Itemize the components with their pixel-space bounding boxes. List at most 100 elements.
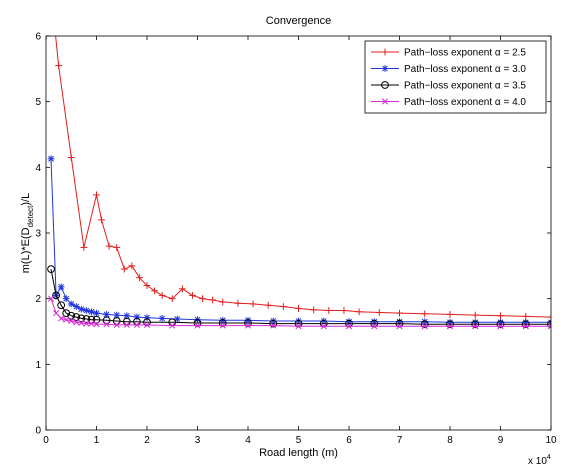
marker-circle bbox=[52, 291, 60, 300]
marker-star-d2 bbox=[78, 306, 85, 313]
marker-x-b bbox=[123, 321, 130, 329]
marker-circle bbox=[218, 319, 227, 327]
marker-star-d2 bbox=[382, 65, 388, 72]
marker-star-d2 bbox=[219, 317, 226, 324]
marker-x-b bbox=[396, 323, 403, 330]
marker-circle bbox=[319, 319, 328, 328]
marker-circle bbox=[82, 315, 91, 323]
marker-x-b bbox=[446, 323, 454, 330]
marker-x-b bbox=[47, 295, 55, 302]
marker-star-d2 bbox=[295, 318, 302, 324]
marker-x-b bbox=[320, 323, 327, 330]
marker-x-b bbox=[73, 319, 80, 326]
x-tick-label: 7 bbox=[397, 435, 403, 446]
y-label-subscript: detect bbox=[26, 205, 35, 228]
marker-x-b bbox=[169, 322, 176, 329]
y-tick-label: 5 bbox=[35, 97, 41, 108]
marker-x-a bbox=[547, 323, 551, 327]
marker-x-b bbox=[381, 98, 389, 105]
marker-x-b bbox=[103, 321, 110, 328]
y-tick-label: 6 bbox=[35, 32, 41, 43]
marker-x-b bbox=[219, 322, 226, 329]
marker-x-b bbox=[53, 310, 60, 317]
x-tick-label: 5 bbox=[296, 435, 302, 446]
series-4 bbox=[47, 295, 551, 330]
series-layer bbox=[47, 36, 551, 330]
marker-circle bbox=[521, 320, 530, 329]
marker-circle bbox=[143, 318, 151, 327]
marker-star-d2 bbox=[320, 318, 327, 324]
x-tick-label: 4 bbox=[245, 435, 251, 446]
x-tick-label: 0 bbox=[43, 435, 49, 446]
marker-x-b bbox=[93, 321, 100, 328]
series-line bbox=[50, 269, 551, 325]
legend-item: Path−loss exponent α = 3.0 bbox=[371, 64, 526, 75]
marker-circle bbox=[345, 319, 353, 328]
marker-circle bbox=[57, 301, 66, 310]
marker-star-d2 bbox=[58, 283, 65, 290]
marker-x-b bbox=[371, 323, 378, 330]
marker-circle bbox=[370, 319, 379, 328]
y-tick-label: 1 bbox=[35, 360, 41, 371]
marker-star-d2 bbox=[83, 307, 90, 314]
marker-x-b bbox=[194, 322, 201, 329]
marker-circle bbox=[294, 319, 303, 328]
marker-circle bbox=[420, 320, 429, 329]
marker-x-b bbox=[58, 315, 65, 322]
chart-title: Convergence bbox=[266, 15, 331, 27]
marker-x-b bbox=[143, 321, 151, 329]
marker-circle bbox=[496, 320, 505, 329]
marker-circle bbox=[471, 320, 480, 329]
series-1 bbox=[55, 36, 551, 321]
marker-circle bbox=[244, 319, 252, 327]
y-label-tail: )/L bbox=[20, 193, 32, 206]
x-tick-label: 2 bbox=[144, 435, 150, 446]
x-axis-label: Road length (m) bbox=[259, 447, 338, 459]
marker-x-b bbox=[270, 322, 277, 329]
marker-x-b bbox=[522, 323, 529, 330]
marker-x-b bbox=[295, 323, 302, 330]
marker-x-b bbox=[83, 320, 90, 327]
marker-star-d2 bbox=[63, 295, 70, 302]
marker-x-b bbox=[547, 325, 551, 330]
ticks-layer: 0 1 2 3 4 5 6 7 8 9 10 0 1 2 3 4 5 6 bbox=[35, 32, 557, 447]
x-tick-label: 8 bbox=[447, 435, 453, 446]
marker-x-b bbox=[63, 316, 70, 323]
marker-circle bbox=[67, 311, 76, 320]
marker-circle bbox=[72, 313, 81, 321]
marker-x-b bbox=[497, 323, 504, 330]
marker-star-d2 bbox=[88, 308, 95, 315]
marker-x-b bbox=[133, 321, 140, 329]
x-multiplier-base: x 10 bbox=[528, 456, 547, 467]
marker-circle bbox=[77, 314, 86, 323]
x-tick-label: 1 bbox=[94, 435, 100, 446]
marker-star-d2 bbox=[93, 310, 100, 317]
marker-x-b bbox=[472, 323, 479, 330]
y-tick-label: 3 bbox=[35, 229, 41, 240]
marker-x-b bbox=[113, 321, 120, 329]
legend-item: Path−loss exponent α = 3.5 bbox=[371, 81, 526, 92]
marker-x-b bbox=[345, 323, 353, 330]
marker-x-b bbox=[421, 323, 428, 330]
x-tick-label: 6 bbox=[346, 435, 352, 446]
marker-star-d2 bbox=[270, 318, 277, 324]
marker-star-d1 bbox=[548, 319, 551, 324]
marker-circle bbox=[381, 81, 389, 89]
y-label-main: m(L)*E(D bbox=[20, 227, 32, 273]
marker-star-d2 bbox=[159, 315, 166, 322]
x-tick-label: 3 bbox=[195, 435, 201, 446]
legend-label: Path−loss exponent α = 4.0 bbox=[404, 97, 526, 108]
y-tick-label: 2 bbox=[35, 294, 41, 305]
x-tick-label: 9 bbox=[498, 435, 504, 446]
marker-circle bbox=[193, 319, 202, 327]
series-3 bbox=[47, 265, 551, 329]
marker-star-d2 bbox=[113, 312, 120, 318]
marker-x-b bbox=[78, 319, 85, 327]
marker-x-b bbox=[68, 317, 75, 325]
marker-circle bbox=[47, 265, 55, 274]
y-axis-label: m(L)*E(Ddetect)/L bbox=[20, 193, 35, 273]
legend-label: Path−loss exponent α = 3.0 bbox=[404, 64, 526, 75]
x-tick-label: 10 bbox=[545, 435, 557, 446]
